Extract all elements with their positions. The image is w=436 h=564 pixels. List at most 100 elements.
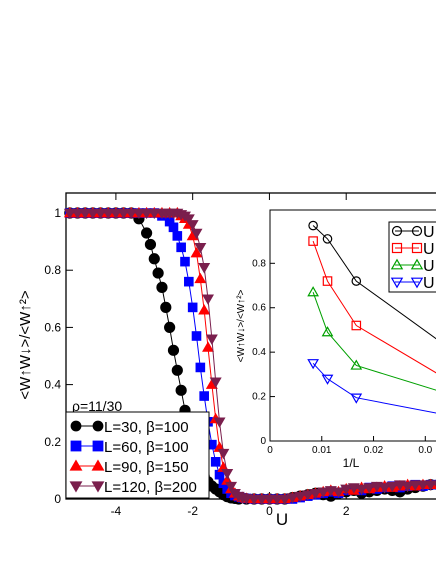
inset-data-point: [322, 234, 333, 244]
main-x-tick-label: 0: [266, 504, 273, 518]
main-data-point: [184, 276, 194, 287]
main-y-tick-label: 0.6: [44, 320, 61, 334]
main-data-point: [213, 417, 226, 428]
main-x-tick-label: -2: [187, 504, 198, 518]
inset-legend-label: U: [423, 258, 435, 275]
inset-legend-label: U: [423, 275, 435, 292]
main-legend-marker: [91, 459, 105, 471]
main-data-point: [255, 494, 268, 506]
main-data-point: [194, 272, 207, 284]
main-data-point: [180, 256, 190, 267]
main-legend-marker: [70, 440, 82, 452]
inset-series-line: [312, 240, 436, 374]
inset-legend-marker: [411, 242, 423, 254]
main-data-point: [225, 481, 238, 493]
main-data-point: [140, 208, 153, 220]
main-data-point: [301, 490, 314, 501]
inset-data-point: [321, 326, 334, 337]
inset-series-4: [307, 359, 436, 414]
inset-data-point: [350, 359, 363, 370]
main-data-point: [144, 238, 157, 251]
main-data-point: [424, 480, 436, 491]
main-data-point: [172, 231, 183, 241]
main-data-point: [198, 263, 211, 274]
main-data-point: [286, 493, 299, 504]
main-chart: -4 -2 0 2 0 0.2 0.4 0.6 0.8 1 U <W↑W↓>/<W↑²> ρ=11…: [17, 192, 436, 529]
inset-y-axis-label: <W↑W↓>/<W↑²>: [236, 289, 247, 362]
main-data-point: [102, 208, 115, 220]
main-legend-marker: [92, 440, 104, 452]
inset-legend-label: U: [423, 224, 435, 241]
main-data-point: [195, 362, 206, 373]
inset-x-tick-label: 0: [267, 445, 273, 456]
inset-series-3: [307, 286, 436, 391]
inset-data-point: [307, 286, 319, 297]
inset-data-point: [308, 220, 318, 231]
inset-legend-entry-3: U: [390, 258, 435, 275]
main-data-point: [198, 304, 211, 315]
main-y-tick-label: 0.4: [44, 378, 61, 392]
main-legend-entry-4: L=120, β=200: [69, 479, 197, 496]
main-data-point: [309, 488, 322, 500]
inset-axes: 0 0.01 0.02 0.0 0 0.2 0.4 0.6 0.8: [252, 258, 433, 456]
main-data-point: [79, 208, 92, 220]
main-legend-marker: [69, 459, 83, 471]
inset-x-tick-label: 0.02: [364, 445, 384, 456]
main-data-point: [141, 227, 153, 239]
main-data-point: [86, 208, 99, 220]
main-legend-label: L=60, β=100: [104, 439, 189, 456]
main-y-tick-label: 1: [54, 206, 61, 220]
main-series-4: [63, 208, 436, 506]
main-data-point: [164, 321, 176, 334]
main-legend-label: L=90, β=150: [104, 459, 189, 476]
main-data-point: [186, 220, 199, 231]
main-data-point: [109, 208, 122, 220]
main-data-point: [416, 480, 429, 491]
inset-legend-marker: [390, 277, 404, 289]
inset-legend-entry-2: U: [391, 241, 435, 258]
inset-chart: 0 0.01 0.02 0.0 0 0.2 0.4 0.6 0.8 1/L <W↑W↓>/<W↑…: [236, 209, 436, 470]
main-data-point: [401, 481, 414, 493]
main-data-point: [210, 457, 221, 467]
inset-y-tick-label: 0.2: [252, 392, 266, 403]
main-data-point: [94, 208, 107, 220]
main-legend-label: L=30, β=100: [104, 419, 189, 436]
main-data-point: [363, 483, 376, 494]
main-data-point: [409, 480, 422, 491]
main-y-tick-label: 0.2: [44, 435, 61, 449]
inset-x-tick-label: 0.01: [312, 445, 332, 456]
main-data-point: [171, 364, 183, 376]
inset-data-point: [351, 320, 362, 331]
main-data-point: [132, 208, 145, 220]
inset-legend-entry-4: U: [390, 275, 435, 292]
inset-y-tick-label: 0.8: [252, 258, 266, 269]
inset-series-2: [308, 236, 436, 374]
main-x-axis-label: U: [276, 510, 288, 529]
main-data-point: [278, 494, 291, 506]
main-data-point: [194, 243, 207, 254]
main-data-point: [263, 494, 276, 506]
main-data-point: [167, 344, 180, 356]
inset-series-1: [308, 220, 436, 340]
inset-plot-frame: [269, 209, 436, 442]
main-data-point: [248, 494, 261, 506]
inset-y-tick-label: 0: [260, 436, 266, 447]
main-legend-label: L=120, β=200: [104, 479, 197, 496]
main-data-point: [271, 494, 284, 506]
main-data-point: [205, 334, 218, 345]
main-data-point: [221, 468, 234, 480]
main-data-point: [190, 228, 203, 240]
main-data-point: [63, 208, 76, 220]
main-data-point: [117, 208, 130, 220]
inset-data-point: [351, 276, 362, 286]
inset-legend-marker: [411, 225, 423, 237]
inset-data-point: [322, 276, 333, 286]
inset-series-group: [307, 220, 436, 414]
inset-series-line: [312, 225, 436, 340]
inset-legend-marker: [391, 242, 403, 254]
main-data-point: [386, 481, 399, 493]
main-legend-entry-2: L=60, β=100: [70, 439, 189, 456]
inset-y-tick-label: 0.4: [252, 347, 266, 358]
